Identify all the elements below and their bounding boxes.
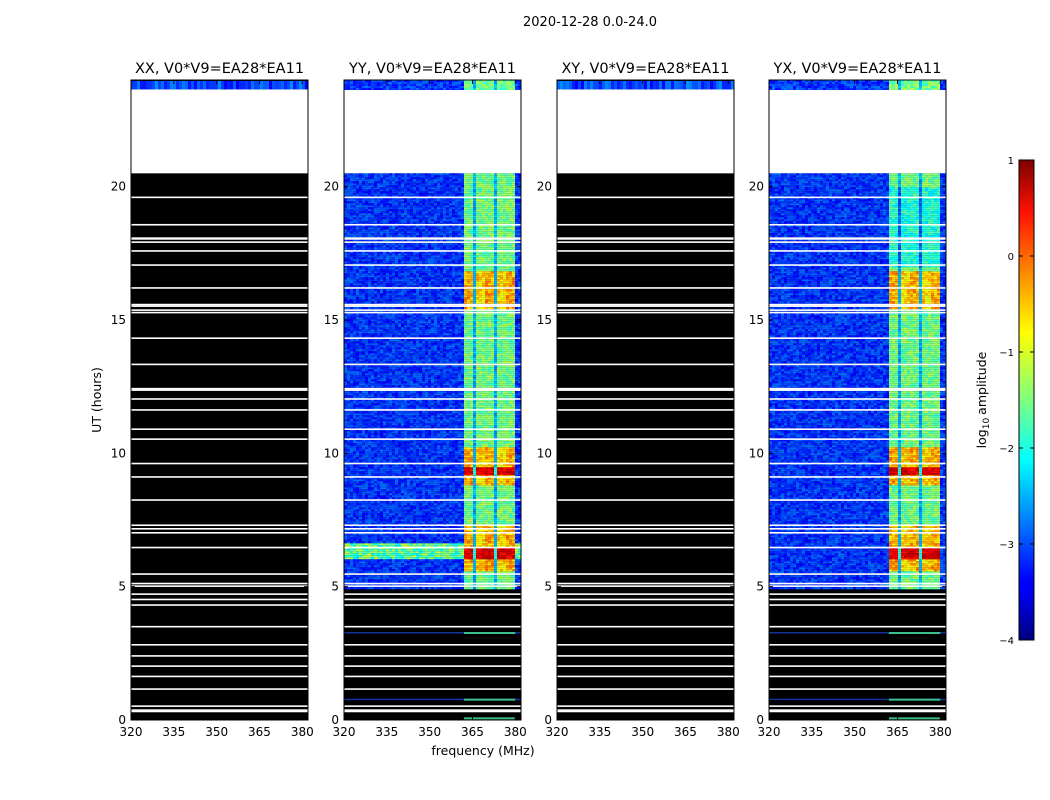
panel-yy: YY, V0*V9=EA28*EA11 320 335 350 365 380 0 5 10 15… xyxy=(324,61,527,739)
colorbar-tick-label: −3 xyxy=(999,540,1014,551)
x-tick-label: 350 xyxy=(843,725,866,739)
y-tick-label: 10 xyxy=(749,446,764,460)
figure-title: 2020-12-28 0.0-24.0 xyxy=(523,15,657,30)
colorbar-tick-label: 1 xyxy=(1008,156,1014,167)
x-tick-label: 380 xyxy=(504,725,527,739)
x-tick-label: 365 xyxy=(886,725,909,739)
panel-xy: XY, V0*V9=EA28*EA11 320 335 350 365 380 0 5 10 15… xyxy=(537,61,740,739)
y-tick-label: 15 xyxy=(537,313,552,327)
heatmap-image xyxy=(344,80,521,720)
panel-title: YX, V0*V9=EA28*EA11 xyxy=(772,61,941,77)
x-tick-label: 380 xyxy=(717,725,740,739)
x-tick-label: 320 xyxy=(333,725,356,739)
y-tick-label: 5 xyxy=(118,580,126,594)
colorbar-tick-label: −1 xyxy=(999,348,1014,359)
y-axis-label: UT (hours) xyxy=(89,367,104,433)
x-tick-label: 350 xyxy=(205,725,228,739)
x-tick-label: 335 xyxy=(800,725,823,739)
colorbar-label-subscript: 10 xyxy=(982,418,992,430)
x-tick-label: 320 xyxy=(546,725,569,739)
x-tick-label: 335 xyxy=(162,725,185,739)
y-tick-label: 10 xyxy=(537,446,552,460)
colorbar-tick-label: 0 xyxy=(1008,252,1014,263)
x-tick-label: 320 xyxy=(120,725,143,739)
y-tick-label: 20 xyxy=(537,180,552,194)
colorbar-tick-label: −2 xyxy=(999,444,1014,455)
heatmap-image xyxy=(131,80,308,720)
colorbar-label: log10 amplitude xyxy=(974,351,992,448)
x-tick-label: 365 xyxy=(461,725,484,739)
y-tick-label: 5 xyxy=(544,580,552,594)
figure: 2020-12-28 0.0-24.0 XX, V0*V9=EA28*EA11 3… xyxy=(0,0,1050,800)
y-tick-label: 20 xyxy=(749,180,764,194)
y-tick-label: 20 xyxy=(111,180,126,194)
colorbar-gradient xyxy=(1019,160,1034,640)
x-tick-label: 350 xyxy=(631,725,654,739)
heatmap-image xyxy=(557,80,734,720)
y-tick-label: 20 xyxy=(324,180,339,194)
panel-xx: XX, V0*V9=EA28*EA11 320 335 350 365 380 0 5 10 15… xyxy=(111,61,314,739)
y-tick-label: 5 xyxy=(331,580,339,594)
x-tick-label: 335 xyxy=(588,725,611,739)
colorbar-tick-label: −4 xyxy=(999,636,1014,647)
y-tick-label: 15 xyxy=(111,313,126,327)
panels: XX, V0*V9=EA28*EA11 320 335 350 365 380 0 5 10 15… xyxy=(111,61,952,739)
panel-yx: YX, V0*V9=EA28*EA11 320 335 350 365 380 0 5 10 15… xyxy=(749,61,952,739)
x-tick-label: 365 xyxy=(674,725,697,739)
colorbar-label-text: amplitude xyxy=(974,351,989,414)
x-tick-label: 380 xyxy=(291,725,314,739)
x-tick-label: 380 xyxy=(929,725,952,739)
colorbar: 10−1−2−3−4 log10amplitude xyxy=(974,156,1034,647)
y-tick-label: 0 xyxy=(118,713,126,727)
y-tick-label: 5 xyxy=(756,580,764,594)
y-tick-label: 10 xyxy=(111,446,126,460)
heatmap-image xyxy=(769,80,946,720)
colorbar-label-prefix: log xyxy=(974,429,989,448)
y-tick-label: 0 xyxy=(331,713,339,727)
x-axis-label: frequency (MHz) xyxy=(431,743,534,758)
y-tick-label: 10 xyxy=(324,446,339,460)
x-tick-label: 320 xyxy=(758,725,781,739)
x-tick-label: 365 xyxy=(248,725,271,739)
y-tick-label: 15 xyxy=(324,313,339,327)
panel-title: XY, V0*V9=EA28*EA11 xyxy=(561,61,729,77)
y-tick-label: 15 xyxy=(749,313,764,327)
x-tick-label: 350 xyxy=(418,725,441,739)
x-tick-label: 335 xyxy=(375,725,398,739)
panel-title: YY, V0*V9=EA28*EA11 xyxy=(348,61,516,77)
y-tick-label: 0 xyxy=(756,713,764,727)
y-tick-label: 0 xyxy=(544,713,552,727)
panel-title: XX, V0*V9=EA28*EA11 xyxy=(135,61,304,77)
